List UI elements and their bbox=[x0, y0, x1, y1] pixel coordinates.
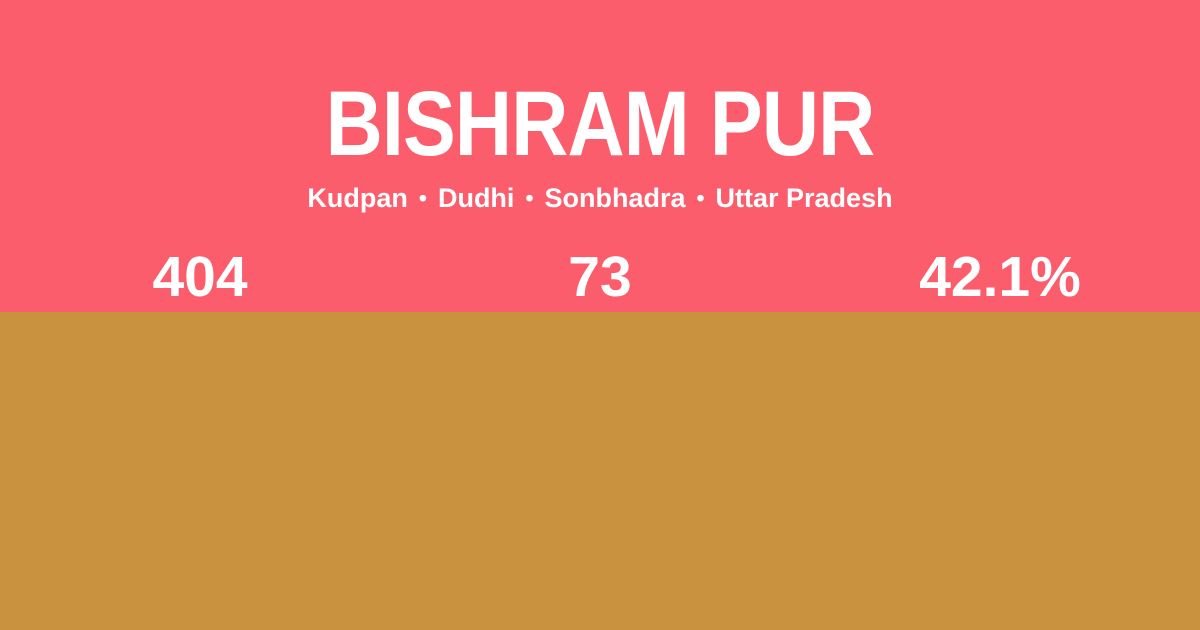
details-section: Population Households Literacy Rate Male… bbox=[0, 312, 1200, 630]
header-section: BISHRAM PUR Kudpan • Dudhi • Sonbhadra • Uttar… bbox=[0, 0, 1200, 312]
breadcrumb-part-uttar-pradesh: Uttar Pradesh bbox=[715, 183, 893, 213]
population-label: Population bbox=[0, 627, 400, 630]
households-value: 73 bbox=[568, 245, 632, 309]
households-label: Households bbox=[400, 627, 800, 630]
stat-values-row: 404 73 42.1% bbox=[0, 249, 1200, 306]
literacy-rate-value: 42.1% bbox=[919, 245, 1081, 309]
village-title: BISHRAM PUR bbox=[325, 73, 876, 175]
bullet-separator: • bbox=[525, 185, 534, 211]
breadcrumb-part-kudpan: Kudpan bbox=[307, 183, 408, 213]
breadcrumb: Kudpan • Dudhi • Sonbhadra • Uttar Pradesh bbox=[0, 183, 1200, 214]
bullet-separator: • bbox=[696, 185, 705, 211]
stat-labels-row: Population Households Literacy Rate bbox=[0, 627, 1200, 630]
literacy-rate-label: Literacy Rate bbox=[800, 627, 1200, 630]
breadcrumb-part-sonbhadra: Sonbhadra bbox=[544, 183, 686, 213]
bullet-separator: • bbox=[418, 185, 427, 211]
population-value: 404 bbox=[152, 245, 248, 309]
breadcrumb-part-dudhi: Dudhi bbox=[437, 183, 515, 213]
